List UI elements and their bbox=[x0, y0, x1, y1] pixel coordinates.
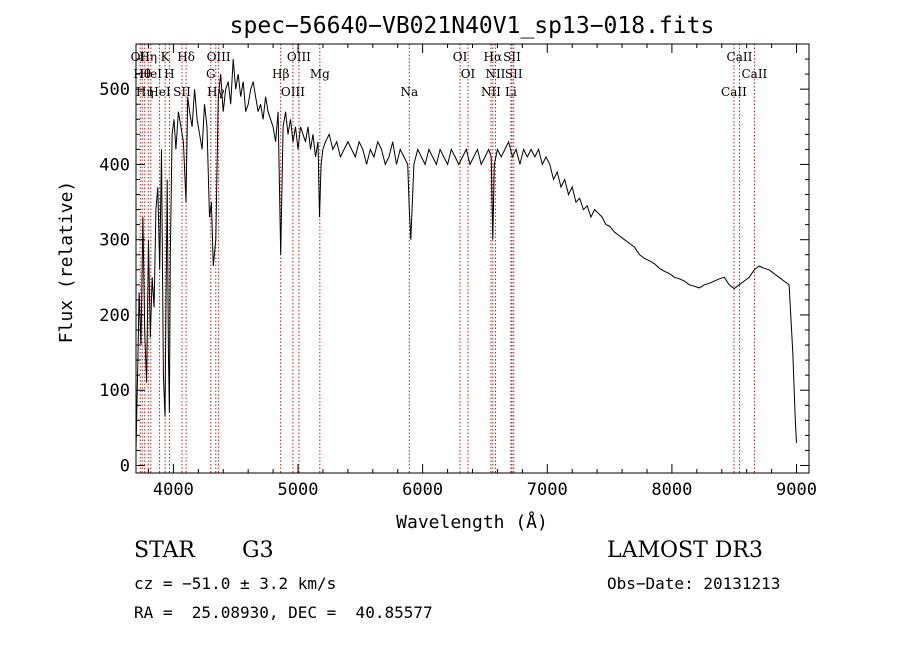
line-label-oii: OII bbox=[131, 50, 151, 64]
line-label-oiii: OIII bbox=[207, 50, 231, 64]
line-label-hη: Hη bbox=[139, 50, 157, 64]
y-tick-label: 0 bbox=[120, 456, 130, 476]
line-label-na: Na bbox=[400, 85, 418, 99]
line-label-hη: Hη bbox=[136, 85, 154, 99]
spectral-line-markers bbox=[139, 44, 755, 473]
ra-dec-text: RA = 25.08930, DEC = 40.85577 bbox=[134, 603, 433, 622]
flux-series-line bbox=[135, 59, 797, 451]
line-label-caii: CaII bbox=[721, 85, 747, 99]
survey-name: LAMOST DR3 bbox=[607, 538, 763, 563]
line-label-hδ: Hδ bbox=[177, 50, 195, 64]
line-label-caii: CaII bbox=[741, 67, 767, 81]
line-label-nii: NII bbox=[481, 85, 501, 99]
y-tick-label: 500 bbox=[99, 80, 130, 100]
line-label-oi: OI bbox=[453, 50, 468, 64]
line-label-oi: OI bbox=[461, 67, 476, 81]
line-label-hei: HeI bbox=[148, 85, 171, 99]
spectral-line-labels: OIIHθHηHηHeIHeIKHSIIHδGHγOIIIHβOIIIOIIIM… bbox=[131, 50, 768, 99]
line-label-hθ: Hθ bbox=[133, 67, 151, 81]
line-label-hβ: Hβ bbox=[272, 67, 289, 81]
x-axis-ticks: 4000 5000 6000 7000 8000 9000 bbox=[147, 44, 817, 500]
line-label-nii: NII bbox=[485, 67, 505, 81]
y-axis-label: Flux (relative) bbox=[56, 181, 77, 344]
object-subclass: G3 bbox=[242, 538, 274, 563]
chart-title: spec−56640−VB021N40V1_sp13−018.fits bbox=[230, 13, 715, 39]
y-tick-label: 200 bbox=[99, 306, 130, 326]
y-tick-label: 400 bbox=[99, 155, 130, 175]
line-label-caii: CaII bbox=[727, 50, 753, 64]
line-label-k: K bbox=[161, 50, 171, 64]
line-label-g: G bbox=[206, 67, 216, 81]
x-tick-label: 7000 bbox=[527, 480, 568, 500]
line-label-h: H bbox=[164, 67, 174, 81]
y-tick-label: 100 bbox=[99, 381, 130, 401]
y-axis-ticks: 0 100 200 300 400 500 bbox=[99, 58, 809, 476]
line-label-li: Li bbox=[505, 85, 517, 99]
x-tick-label: 5000 bbox=[278, 480, 319, 500]
object-type: STAR bbox=[134, 538, 195, 563]
x-tick-label: 9000 bbox=[776, 480, 817, 500]
line-label-oiii: OIII bbox=[281, 85, 305, 99]
line-label-mg: Mg bbox=[310, 67, 330, 81]
line-label-oiii: OIII bbox=[287, 50, 311, 64]
x-tick-label: 6000 bbox=[402, 480, 443, 500]
plot-frame bbox=[135, 43, 810, 474]
line-label-hei: HeI bbox=[140, 67, 163, 81]
line-label-sii: SII bbox=[173, 85, 191, 99]
line-label-sii: SII bbox=[505, 67, 523, 81]
x-axis-label: Wavelength (Å) bbox=[396, 511, 548, 533]
y-tick-label: 300 bbox=[99, 231, 130, 251]
line-label-hα: Hα bbox=[484, 50, 503, 64]
x-tick-label: 4000 bbox=[153, 480, 194, 500]
line-label-sii: SII bbox=[503, 50, 521, 64]
obs-date: Obs−Date: 20131213 bbox=[607, 574, 781, 593]
line-label-hγ: Hγ bbox=[207, 85, 225, 99]
x-tick-label: 8000 bbox=[651, 480, 692, 500]
redshift-text: cz = −51.0 ± 3.2 km/s bbox=[134, 574, 337, 593]
